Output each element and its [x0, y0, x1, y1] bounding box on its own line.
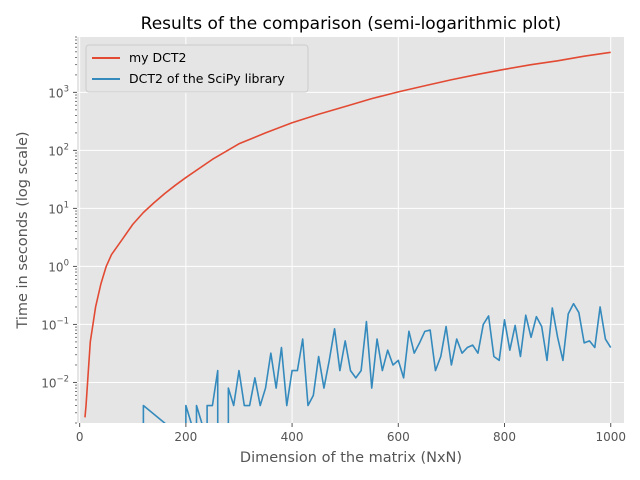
x-tick-label: 200: [174, 430, 197, 444]
legend-label-scipy-dct2: DCT2 of the SciPy library: [129, 71, 285, 86]
legend-label-my-dct2: my DCT2: [129, 50, 187, 65]
x-tick-label: 400: [281, 430, 304, 444]
chart-title: Results of the comparison (semi-logarith…: [141, 14, 562, 34]
y-tick-labels: 10−2 10−1 100 101 102 103: [41, 84, 77, 390]
series-line-0: [84, 51, 611, 418]
y-axis-label: Time in seconds (log scale): [15, 131, 31, 329]
y-tick-label: 101: [48, 200, 69, 216]
y-tick-label: 103: [48, 84, 69, 100]
y-tick-label: 102: [48, 142, 69, 158]
minor-ticks: [75, 36, 77, 424]
legend-box: [85, 44, 309, 93]
x-tick-labels: 0 200 400 600 800 1000: [76, 423, 626, 444]
x-tick-label: 0: [76, 430, 84, 444]
x-tick-label: 600: [387, 430, 410, 444]
x-tick-label: 1000: [595, 430, 626, 444]
x-axis-label: Dimension of the matrix (NxN): [240, 450, 462, 466]
plot-background: [77, 37, 624, 423]
y-tick-label: 10−1: [41, 316, 69, 332]
series-group: [84, 51, 612, 423]
y-tick-label: 10−2: [41, 374, 69, 390]
x-tick-label: 800: [493, 430, 516, 444]
y-tick-label: 100: [48, 258, 69, 274]
series-line-1: [142, 302, 612, 423]
legend: my DCT2 DCT2 of the SciPy library: [85, 44, 309, 93]
